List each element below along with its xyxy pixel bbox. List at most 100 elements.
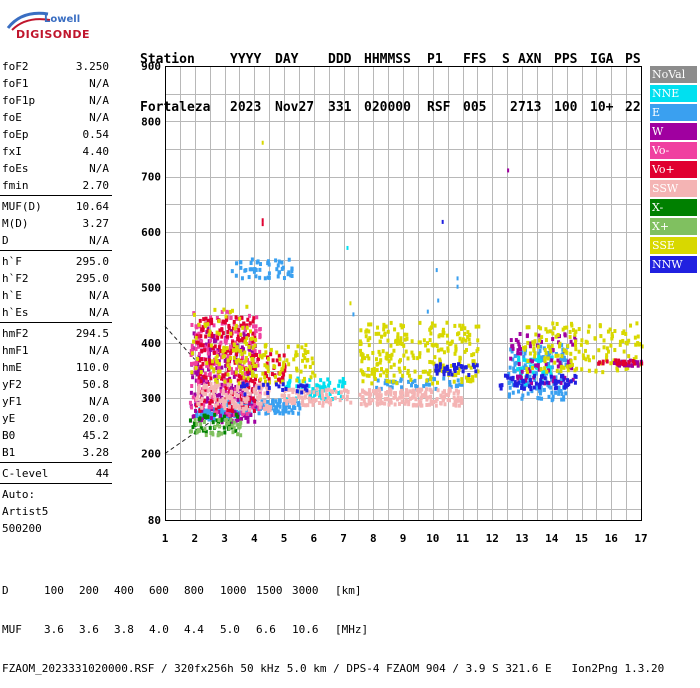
echo-point-sse bbox=[636, 334, 640, 339]
echo-point-sse bbox=[396, 332, 400, 337]
echo-point-sse bbox=[266, 357, 270, 362]
echo-point-w bbox=[194, 408, 198, 413]
echo-point-nnw bbox=[266, 390, 270, 395]
echo-point-ssw bbox=[293, 397, 297, 402]
echo-point-ssw bbox=[346, 390, 350, 395]
echo-point-sse bbox=[225, 346, 229, 351]
echo-point-nne bbox=[522, 357, 526, 362]
echo-point-ssw bbox=[269, 405, 273, 410]
echo-point-ssw bbox=[304, 403, 308, 408]
echo-point-vo- bbox=[247, 313, 251, 318]
echo-point-vo- bbox=[252, 324, 256, 329]
param-value: N/A bbox=[89, 111, 109, 124]
echo-point-vo- bbox=[196, 378, 200, 383]
header-label-3: DDD bbox=[328, 52, 352, 67]
echo-point-w bbox=[636, 363, 640, 368]
echo-point-vo- bbox=[210, 331, 214, 336]
echo-point-e bbox=[509, 347, 513, 352]
echo-point-sse bbox=[539, 367, 543, 372]
echo-point-sse bbox=[278, 357, 282, 362]
echo-point-vo- bbox=[198, 408, 202, 413]
echo-point-sse bbox=[251, 360, 255, 365]
echo-point-e bbox=[550, 390, 554, 395]
echo-point-sse bbox=[248, 352, 252, 357]
echo-point-nnw bbox=[239, 384, 243, 389]
echo-point-sse bbox=[377, 349, 381, 354]
echo-point-ssw bbox=[367, 388, 371, 393]
echo-point-vo- bbox=[252, 366, 256, 371]
echo-point-sse bbox=[226, 372, 230, 377]
echo-point-sse bbox=[246, 376, 250, 381]
echo-point-vo- bbox=[239, 376, 243, 381]
echo-point-e bbox=[413, 378, 417, 383]
echo-point-ssw bbox=[215, 384, 219, 389]
echo-point-sse bbox=[622, 329, 626, 334]
echo-point-sse bbox=[366, 367, 370, 372]
echo-point-nnw bbox=[538, 381, 542, 386]
echo-point-x- bbox=[204, 433, 208, 438]
header-value-7: 2 bbox=[510, 100, 518, 115]
echo-point-vo- bbox=[199, 403, 203, 408]
echo-point-vo- bbox=[242, 321, 246, 326]
echo-point-sse bbox=[245, 341, 249, 346]
echo-point-ssw bbox=[457, 389, 461, 394]
echo-point-vo- bbox=[237, 338, 241, 343]
echo-point-sse bbox=[419, 374, 423, 379]
echo-point-vo- bbox=[212, 323, 216, 328]
echo-point-sse bbox=[391, 379, 395, 384]
echo-point-sse bbox=[263, 363, 267, 368]
echo-point-ssw bbox=[308, 396, 312, 401]
echo-point-ssw bbox=[306, 403, 310, 408]
echo-point-nnw bbox=[437, 368, 441, 373]
echo-point-sse bbox=[566, 344, 570, 349]
echo-point-e bbox=[537, 351, 541, 356]
echo-point-nne bbox=[340, 384, 344, 389]
echo-point-nnw bbox=[509, 376, 513, 381]
param-value: N/A bbox=[89, 289, 109, 302]
echo-point-sse bbox=[460, 377, 464, 382]
echo-point-sse bbox=[571, 328, 575, 333]
echo-point-x- bbox=[236, 432, 240, 437]
echo-point-nnw bbox=[447, 371, 451, 376]
echo-point-vo- bbox=[275, 358, 279, 363]
echo-point-nne bbox=[524, 381, 528, 386]
echo-point-ssw bbox=[308, 399, 312, 404]
echo-point-nnw bbox=[500, 383, 504, 388]
footer-muf-value: 4.4 bbox=[184, 623, 204, 636]
echo-point-e bbox=[559, 377, 563, 382]
echo-point-ssw bbox=[221, 401, 225, 406]
echo-point-e bbox=[239, 260, 243, 265]
echo-point-vo- bbox=[199, 357, 203, 362]
echo-point-w bbox=[206, 396, 210, 401]
echo-point-x- bbox=[211, 432, 215, 437]
echo-point-sse bbox=[390, 352, 394, 357]
echo-point-vo- bbox=[202, 317, 206, 322]
echo-point-w bbox=[544, 362, 548, 367]
echo-point-e bbox=[234, 273, 238, 278]
echo-point-x- bbox=[205, 414, 209, 419]
echo-point-w bbox=[517, 342, 521, 347]
echo-point-vo- bbox=[195, 340, 199, 345]
header-label-7: S bbox=[502, 52, 510, 67]
echo-point-sse bbox=[624, 340, 628, 345]
echo-point-x- bbox=[220, 417, 224, 422]
echo-point-nnw bbox=[569, 379, 573, 384]
echo-point-sse bbox=[445, 333, 449, 338]
echo-point-e bbox=[560, 392, 564, 397]
echo-point-ssw bbox=[288, 399, 292, 404]
echo-point-sse bbox=[583, 348, 587, 353]
echo-point-sse bbox=[621, 338, 625, 343]
echo-point-vo- bbox=[190, 384, 194, 389]
echo-point-sse bbox=[563, 325, 567, 330]
echo-point-sse bbox=[250, 357, 254, 362]
echo-point-x- bbox=[208, 425, 212, 430]
echo-point-w bbox=[242, 331, 246, 336]
echo-point-nnw bbox=[560, 374, 564, 379]
echo-point-vo- bbox=[252, 408, 256, 413]
echo-point-vo- bbox=[251, 319, 255, 324]
echo-point-nnw bbox=[267, 385, 271, 390]
echo-point-nnw bbox=[443, 366, 447, 371]
echo-point-w bbox=[232, 374, 236, 379]
echo-point-sse bbox=[629, 323, 633, 328]
echo-point-e bbox=[352, 312, 355, 317]
